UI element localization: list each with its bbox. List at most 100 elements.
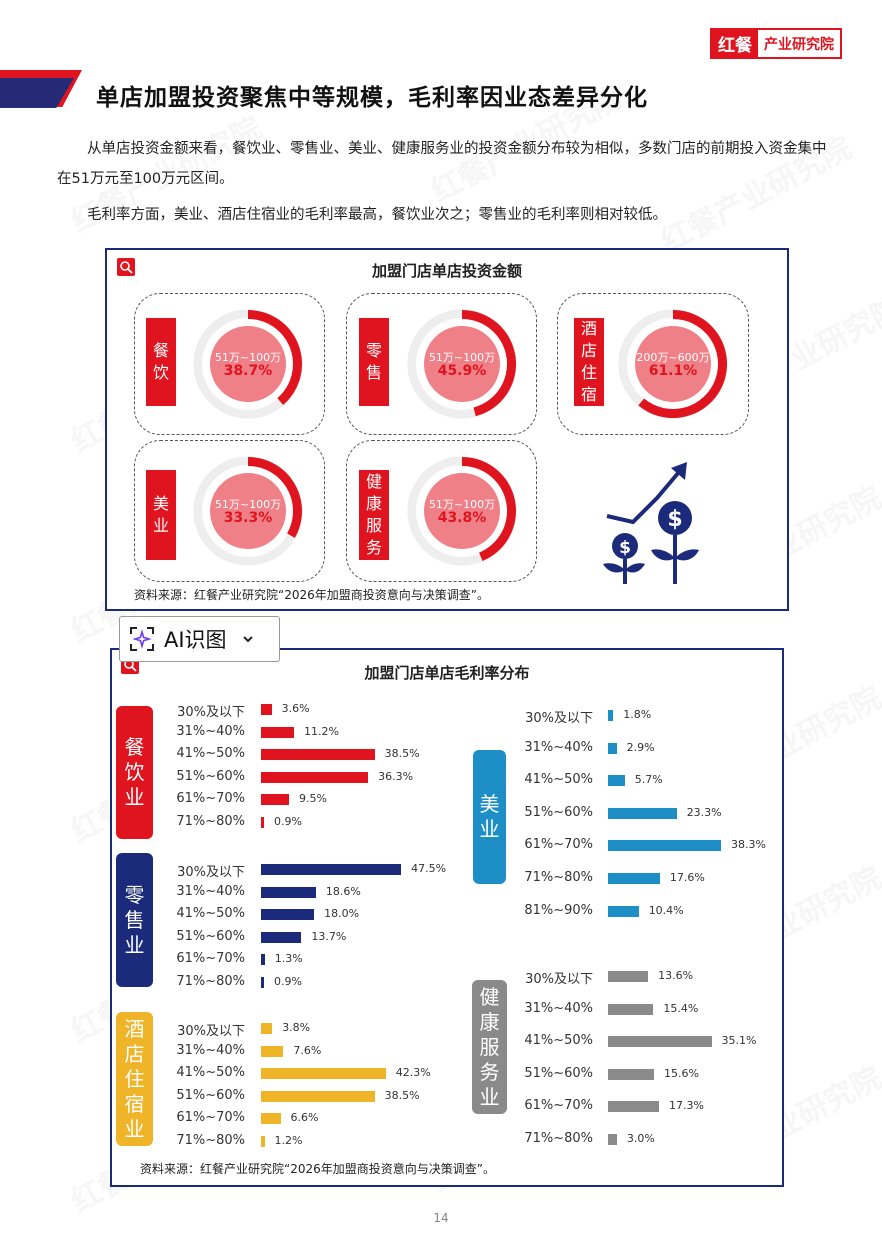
donut-percent-label: 33.3% <box>223 510 273 526</box>
investment-card-label-char: 售 <box>365 363 382 382</box>
bar-value-label: 18.0% <box>324 907 360 921</box>
page-number: 14 <box>433 1211 449 1225</box>
bar-category-label: 41%~50% <box>176 906 245 922</box>
bar-category-label: 61%~70% <box>524 837 593 853</box>
bar-group-label: 零售业 <box>116 853 153 987</box>
bar-category-label: 71%~80% <box>176 1133 245 1148</box>
donut-slice <box>462 457 516 561</box>
bar-value-label: 38.3% <box>731 838 766 852</box>
investment-card-label: 酒店住宿 <box>574 318 604 406</box>
bar <box>608 1003 654 1015</box>
ai-button-label: AI识图 <box>164 628 227 652</box>
bar-category-label: 41%~50% <box>524 1033 593 1049</box>
bar-group-label-char: 宿 <box>124 1091 145 1116</box>
bar-group-label-char: 业 <box>479 1084 500 1109</box>
bar-group-label-char: 住 <box>124 1066 145 1091</box>
bar <box>608 905 639 917</box>
investment-donut <box>618 309 728 419</box>
margin-chart-title: 加盟门店单店毛利率分布 <box>364 664 530 682</box>
bar-value-label: 17.6% <box>669 871 705 884</box>
bar-value-label: 1.2% <box>274 1134 303 1147</box>
investment-card-label: 零售 <box>359 318 389 406</box>
bar <box>261 704 272 715</box>
donut-slice <box>248 457 302 538</box>
investment-card-label-char: 健 <box>365 472 382 491</box>
bar-value-label: 42.3% <box>395 1066 431 1080</box>
bar-category-label: 31%~40% <box>176 723 245 739</box>
bar-value-label: 3.8% <box>282 1021 311 1034</box>
bar-group-label-char: 零 <box>124 882 145 907</box>
donut-range-label: 51万~100万 <box>214 498 282 511</box>
bar-value-label: 5.7% <box>634 773 663 787</box>
bar-category-label: 71%~80% <box>524 1131 593 1146</box>
donut-center <box>424 326 500 402</box>
bar <box>261 1090 375 1102</box>
bar-category-label: 31%~40% <box>176 1042 245 1058</box>
investment-card <box>557 293 749 435</box>
bar-group-label-char: 店 <box>124 1041 145 1066</box>
ai-image-recognition-button[interactable]: AI识图 <box>119 616 280 662</box>
bar-category-label: 30%及以下 <box>177 705 245 720</box>
investment-chart-title: 加盟门店单店投资金额 <box>371 262 522 280</box>
bar-category-label: 51%~60% <box>176 928 245 944</box>
bar <box>261 1023 273 1034</box>
investment-card-label-char: 饮 <box>152 363 169 382</box>
bar-group-label-char: 餐 <box>124 735 145 759</box>
money-growth-icon: $ $ <box>603 462 699 584</box>
bar <box>261 864 402 875</box>
donut-slice <box>248 310 302 405</box>
bar-value-label: 0.9% <box>274 975 302 988</box>
page-title: 单店加盟投资聚焦中等规模，毛利率因业态差异分化 <box>96 85 648 111</box>
bar-group-label-char: 服 <box>479 1034 500 1059</box>
bar-group-label-char: 康 <box>479 1009 500 1034</box>
bar <box>261 726 294 738</box>
bar <box>608 775 625 787</box>
bar-value-label: 0.9% <box>274 815 302 828</box>
bar-category-label: 51%~60% <box>176 768 245 784</box>
bar-group-label: 酒店住宿业 <box>116 1012 153 1146</box>
bar <box>261 1113 281 1125</box>
donut-percent-label: 38.7% <box>223 363 273 379</box>
bar-value-label: 13.6% <box>658 969 694 982</box>
margin-panel <box>110 648 784 1187</box>
bar-group-label-char: 业 <box>124 1116 145 1141</box>
investment-card-label-char: 宿 <box>580 385 597 404</box>
bar <box>608 873 660 884</box>
bar-value-label: 15.4% <box>663 1001 699 1015</box>
bar-category-label: 61%~70% <box>176 951 245 967</box>
bar <box>608 971 649 982</box>
bar-value-label: 3.6% <box>281 702 310 715</box>
bar <box>261 886 316 898</box>
bar-group-label-char: 酒 <box>124 1016 145 1041</box>
donut-range-label: 51万~100万 <box>428 351 496 364</box>
bar-group-label-char: 业 <box>124 932 145 957</box>
bar-value-label: 18.6% <box>325 884 361 898</box>
bar-category-label: 61%~70% <box>176 791 245 807</box>
bar <box>261 954 265 966</box>
bar <box>261 1068 386 1080</box>
investment-card <box>346 440 537 582</box>
margin-source: 资料来源：红餐产业研究院“2026年加盟商投资意向与决策调查”。 <box>140 1162 495 1176</box>
bar-category-label: 30%及以下 <box>525 711 593 726</box>
bar-category-label: 61%~70% <box>176 1110 245 1126</box>
investment-card <box>134 440 325 582</box>
bar-value-label: 6.6% <box>290 1111 319 1125</box>
bar <box>261 977 264 988</box>
bar <box>261 931 302 943</box>
investment-source: 资料来源：红餐产业研究院“2026年加盟商投资意向与决策调查”。 <box>134 588 489 602</box>
donut-center <box>424 473 500 549</box>
investment-card-label-char: 业 <box>152 516 169 535</box>
bar-category-label: 81%~90% <box>524 902 593 918</box>
bar-category-label: 31%~40% <box>176 883 245 899</box>
bar <box>261 1045 284 1057</box>
brand-logo-text: 产业研究院 <box>764 36 834 53</box>
bar-group-label-char: 售 <box>124 907 145 932</box>
donut-percent-label: 43.8% <box>437 510 487 526</box>
donut-percent-label: 45.9% <box>437 363 487 379</box>
bar-category-label: 31%~40% <box>524 739 593 755</box>
donut-range-label: 51万~100万 <box>428 498 496 511</box>
bar-value-label: 38.5% <box>384 747 420 761</box>
bar <box>608 1134 617 1145</box>
investment-donut <box>407 456 517 566</box>
bar-category-label: 71%~80% <box>176 974 245 989</box>
